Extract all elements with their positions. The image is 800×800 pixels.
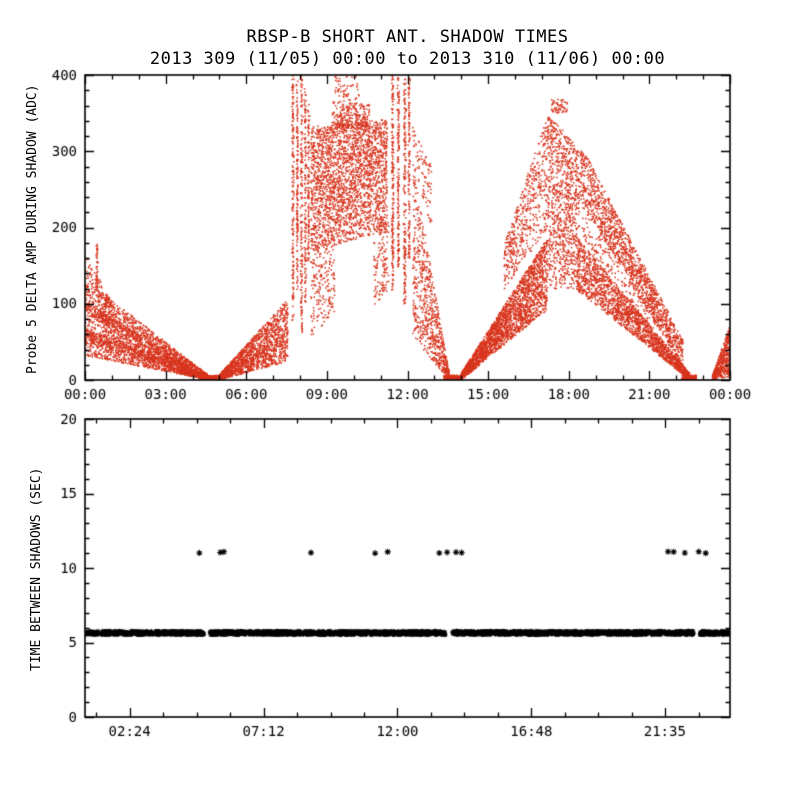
- chart-header: RBSP-B SHORT ANT. SHADOW TIMES 2013 309 …: [85, 27, 730, 69]
- chart-subtitle: 2013 309 (11/05) 00:00 to 2013 310 (11/0…: [149, 49, 666, 69]
- bottom-y-axis-label: TIME BETWEEN SHADOWS (SEC): [29, 467, 44, 672]
- top-y-axis-label: Probe 5 DELTA AMP DURING SHADOW (ADC): [25, 84, 40, 374]
- chart-title: RBSP-B SHORT ANT. SHADOW TIMES: [246, 27, 569, 47]
